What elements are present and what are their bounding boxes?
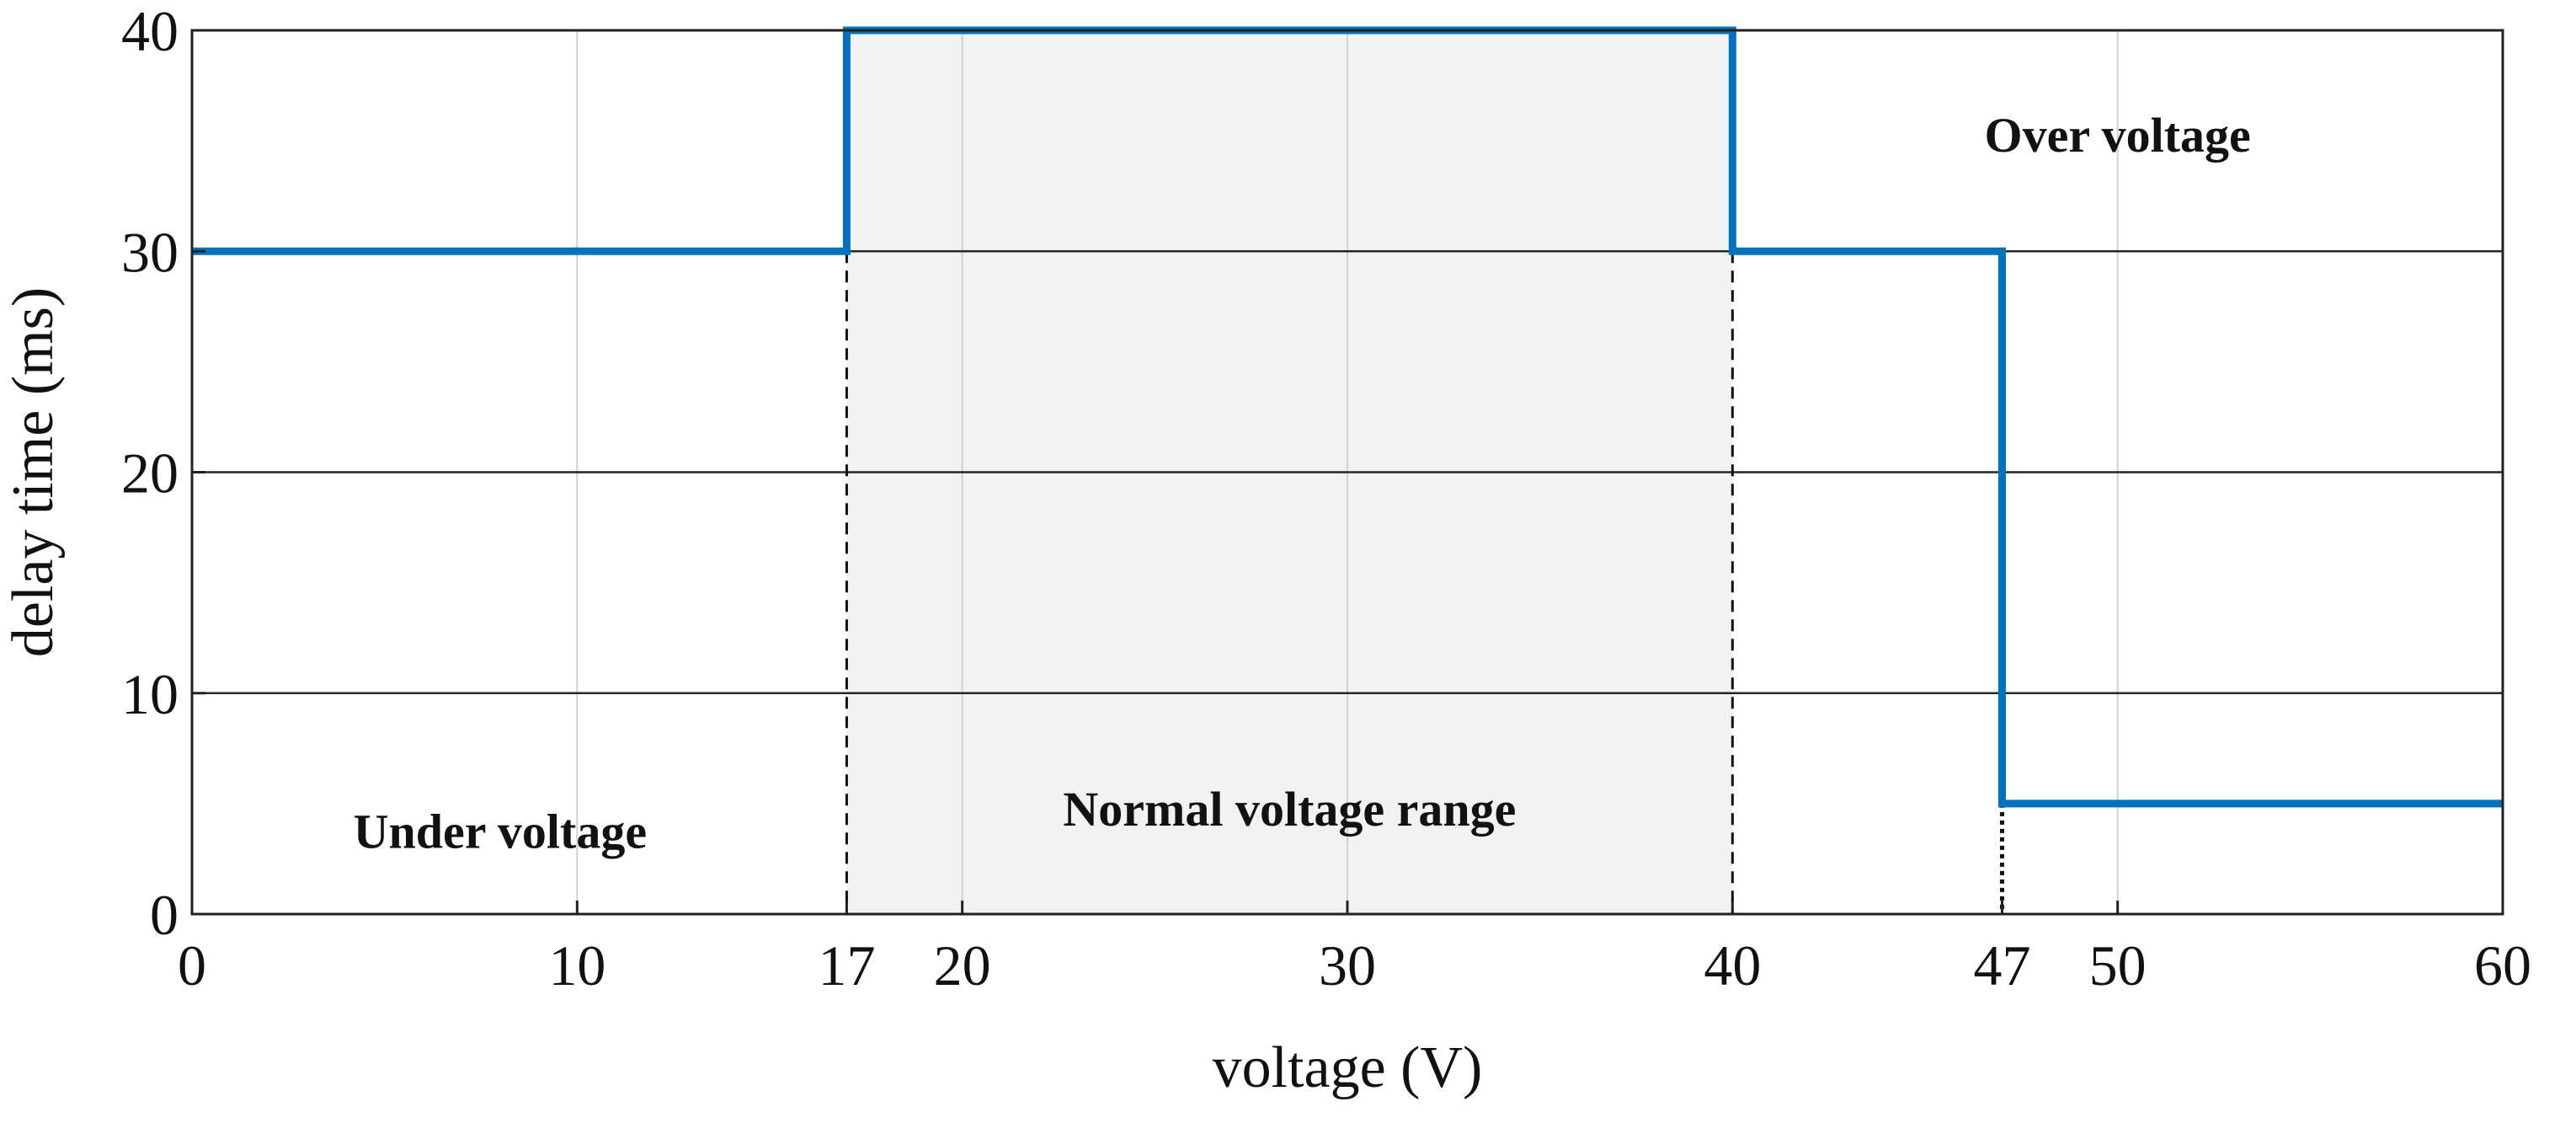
y-tick-label: 0: [150, 883, 179, 947]
x-tick-label: 20: [934, 933, 991, 997]
x-tick-label: 30: [1319, 933, 1376, 997]
x-axis-label: voltage (V): [1213, 1035, 1483, 1100]
x-tick-label: 40: [1704, 933, 1761, 997]
x-tick-label: 47: [1973, 933, 2030, 997]
x-tick-label: 10: [548, 933, 605, 997]
x-tick-label: 0: [178, 933, 206, 997]
annotation-label: Under voltage: [354, 804, 648, 858]
x-tick-label: 17: [818, 933, 875, 997]
x-tick-label: 60: [2474, 933, 2531, 997]
y-tick-label: 30: [121, 220, 179, 284]
x-tick-label: 50: [2089, 933, 2147, 997]
y-tick-label: 10: [121, 662, 179, 726]
y-tick-label: 20: [121, 441, 179, 505]
annotation-label: Normal voltage range: [1063, 782, 1516, 837]
series-line-0: [192, 26, 2503, 808]
annotation-label: Over voltage: [1985, 108, 2251, 163]
y-tick-label: 40: [121, 0, 179, 63]
y-axis-label: delay time (ms): [1, 287, 66, 657]
